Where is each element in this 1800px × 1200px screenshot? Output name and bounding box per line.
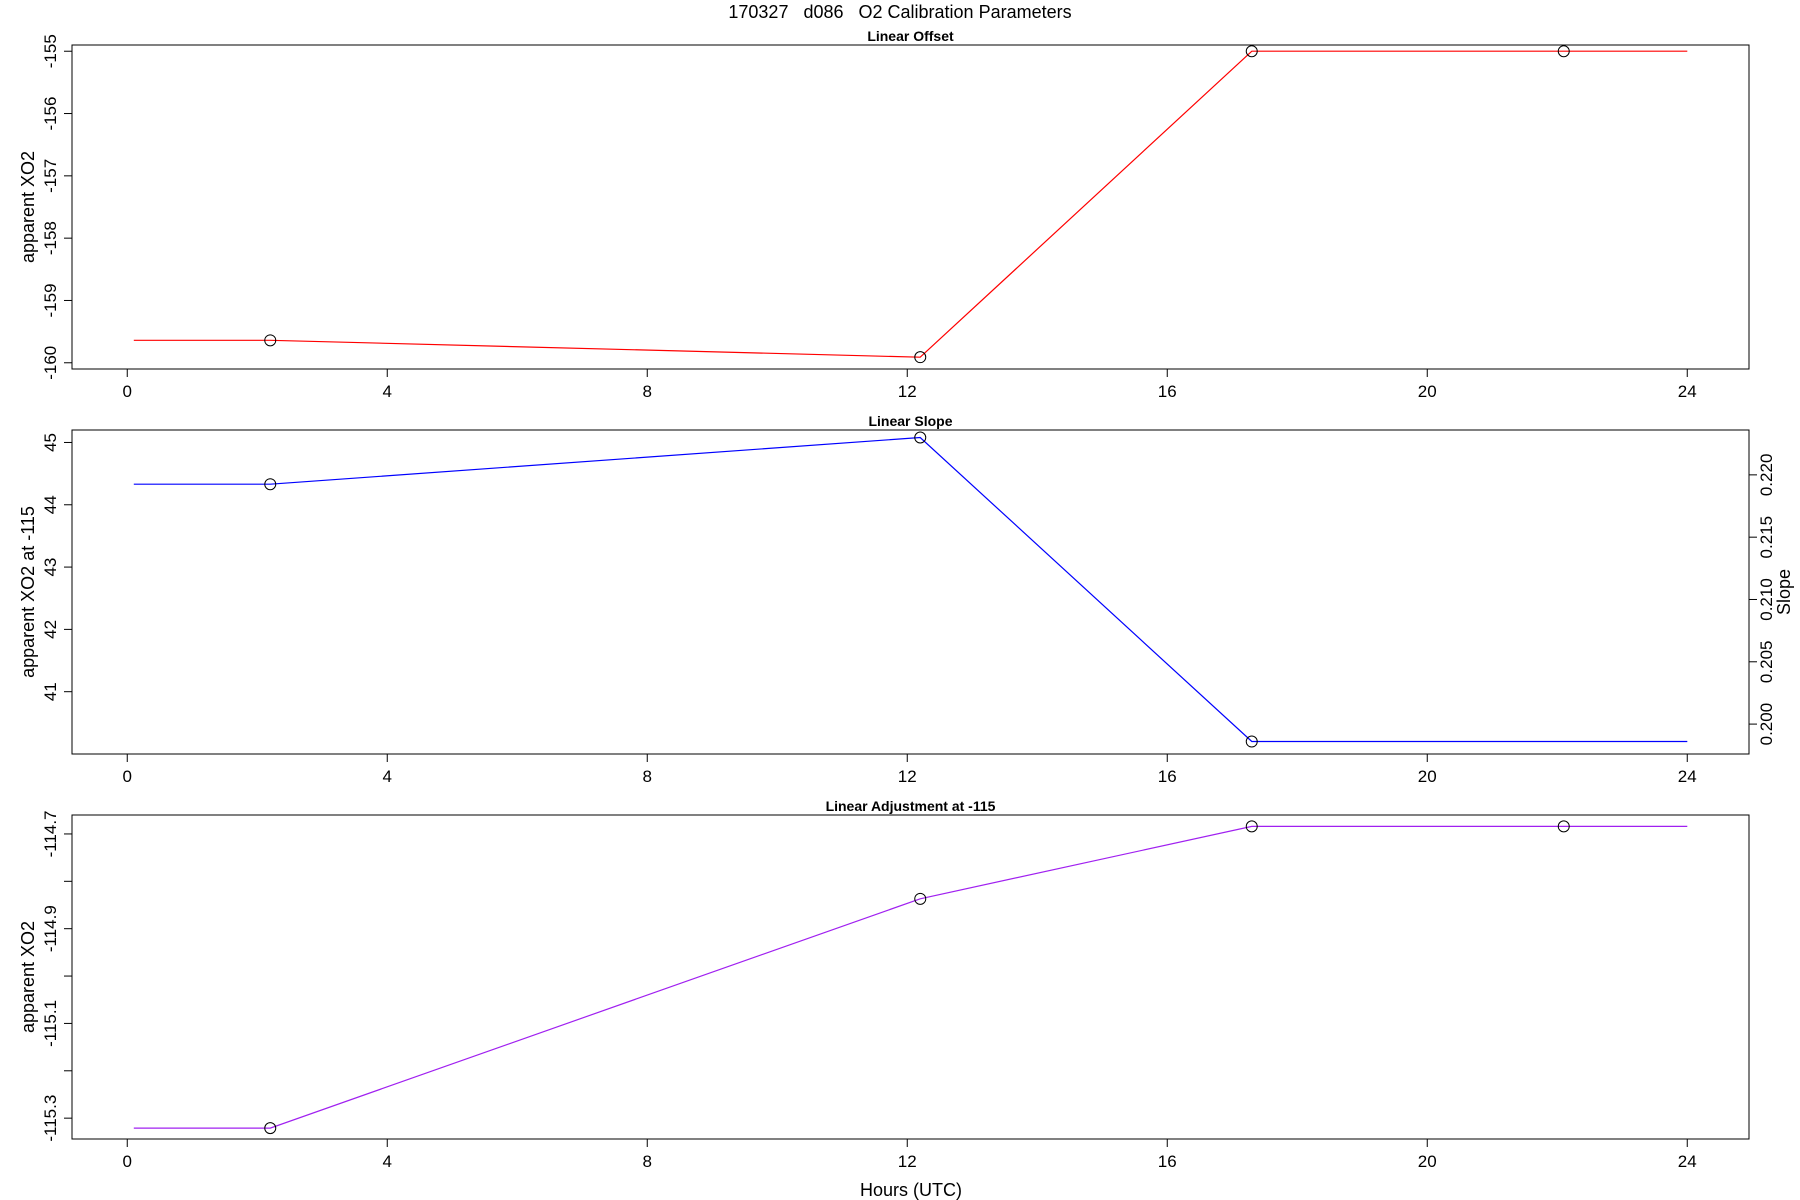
panel-1-y-tick-label: -156	[41, 97, 60, 131]
panel-3-data-point	[914, 892, 927, 905]
panel-2-x-tick-label: 8	[643, 767, 652, 786]
panel-1-data-point	[1245, 45, 1258, 58]
panel-1-y-label: apparent XO2	[18, 151, 38, 263]
panel-1-x-tick-label: 12	[898, 382, 917, 401]
panel-2-series-line	[133, 436, 1688, 743]
panel-3-x-tick-label: 20	[1418, 1152, 1437, 1171]
panel-2-y-label-right: Slope	[1774, 569, 1794, 615]
panel-2-y-tick-label-right: 0.210	[1757, 578, 1776, 621]
panel-2-x-tick-label: 20	[1418, 767, 1437, 786]
panel-2-x-tick-label: 12	[898, 767, 917, 786]
panel-1-y-tick-label: -158	[41, 221, 60, 255]
panel-3-x-tick-label: 16	[1158, 1152, 1177, 1171]
panel-1-x-tick-label: 8	[643, 382, 652, 401]
panel-2-x-tick-label: 16	[1158, 767, 1177, 786]
panel-2-y-tick-label: 42	[41, 620, 60, 639]
panel-1-series-line	[133, 50, 1688, 358]
panel-3-y-label: apparent XO2	[18, 921, 38, 1033]
panel-2-x-tick-label: 24	[1678, 767, 1697, 786]
panel-3-x-tick-label: 8	[643, 1152, 652, 1171]
panel-2-y-label: apparent XO2 at -115	[18, 506, 38, 678]
panel-3-x-tick-label: 0	[123, 1152, 132, 1171]
panel-2-y-tick-label-right: 0.205	[1757, 641, 1776, 684]
panel-2-x-tick-label: 0	[123, 767, 132, 786]
panel-2-y-tick-label: 45	[41, 433, 60, 452]
panel-2-data-point	[264, 478, 277, 491]
panel-1-y-tick-label: -159	[41, 283, 60, 317]
panel-1-x-tick-label: 24	[1678, 382, 1697, 401]
panel-3-x-tick-label: 12	[898, 1152, 917, 1171]
figure-title: 170327 d086 O2 Calibration Parameters	[728, 2, 1072, 22]
x-axis-label: Hours (UTC)	[860, 1180, 962, 1200]
panel-2-y-tick-label: 41	[41, 682, 60, 701]
panel-1-frame	[71, 44, 1750, 370]
panel-3-x-tick-label: 4	[383, 1152, 392, 1171]
panel-2-y-tick-label-right: 0.200	[1757, 703, 1776, 746]
panel-2-title: Linear Slope	[868, 413, 952, 429]
panel-1-data-point	[1557, 45, 1570, 58]
panel-3-frame	[71, 814, 1750, 1140]
panel-1-data-point	[264, 334, 277, 347]
panel-1-x-tick-label: 16	[1158, 382, 1177, 401]
panel-1-data-point	[914, 351, 927, 364]
panel-3-series-line	[133, 825, 1688, 1129]
panel-2-frame	[71, 429, 1750, 755]
panel-3-data-point	[1557, 820, 1570, 833]
panel-1-x-tick-label: 20	[1418, 382, 1437, 401]
panel-1-y-tick-label: -160	[41, 346, 60, 380]
panel-1-title: Linear Offset	[867, 28, 954, 44]
panel-3-y-tick-label: -115.1	[41, 1000, 60, 1047]
panel-2-y-tick-label-right: 0.220	[1757, 454, 1776, 497]
panel-1-y-tick-label: -155	[41, 34, 60, 68]
panel-2-x-tick-label: 4	[383, 767, 392, 786]
panel-2-y-tick-label-right: 0.215	[1757, 516, 1776, 559]
panel-2-y-tick-label: 44	[41, 495, 60, 514]
panel-1-x-tick-label: 4	[383, 382, 392, 401]
panel-2-y-tick-label: 43	[41, 558, 60, 577]
panel-2-data-point	[914, 431, 927, 444]
panel-2-data-point	[1245, 735, 1258, 748]
panel-3-data-point	[264, 1122, 277, 1135]
panel-3-y-tick-label: -114.7	[41, 810, 60, 857]
panel-3-x-tick-label: 24	[1678, 1152, 1697, 1171]
panel-3-title: Linear Adjustment at -115	[826, 798, 996, 814]
panel-3-y-tick-label: -115.3	[41, 1095, 60, 1142]
panel-3-y-tick-label: -114.9	[41, 905, 60, 952]
panel-1-x-tick-label: 0	[123, 382, 132, 401]
panel-1-y-tick-label: -157	[41, 159, 60, 193]
panel-3-data-point	[1245, 820, 1258, 833]
